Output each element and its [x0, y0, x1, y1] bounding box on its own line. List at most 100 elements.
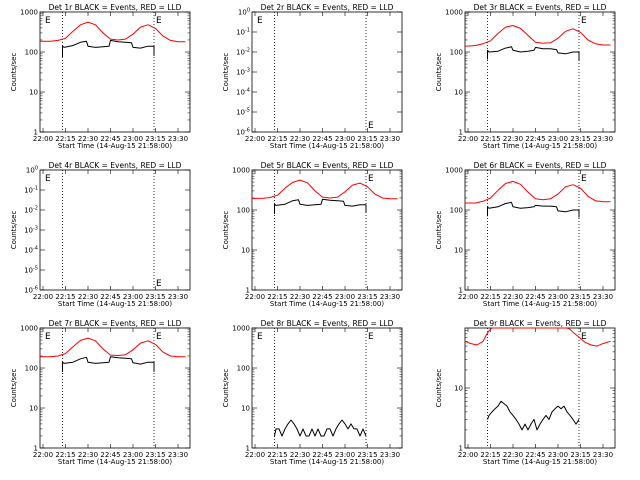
y-tick-label: 10 [454, 247, 463, 255]
x-tick-label: 23:30 [168, 293, 188, 301]
panel-title: Det 9r BLACK = Events, RED = LLD [474, 319, 607, 328]
x-tick-label: 23:00 [123, 293, 143, 301]
x-tick-label: 22:15 [55, 451, 75, 459]
y-tick-label: 1 [34, 129, 38, 137]
x-tick-label: 22:15 [480, 135, 500, 143]
y-tick-label: 10-4 [236, 88, 250, 97]
x-tick-label: 23:30 [593, 293, 613, 301]
y-tick-label: 100 [26, 166, 38, 175]
x-tick-label: 22:30 [78, 293, 98, 301]
events-series-line [62, 39, 155, 57]
x-tick-label: 22:30 [290, 293, 310, 301]
y-tick-label: 10 [454, 385, 463, 393]
y-tick-label: 10-2 [24, 206, 38, 215]
x-tick-label: 22:30 [290, 451, 310, 459]
x-tick-label: 23:30 [168, 451, 188, 459]
x-axis-label: Start Time (14-Aug-15 21:58:00) [483, 458, 597, 466]
x-tick-label: 23:30 [168, 135, 188, 143]
y-tick-label: 1 [246, 287, 250, 295]
x-tick-label: 22:15 [267, 135, 287, 143]
x-tick-label: 22:00 [245, 293, 265, 301]
e-marker: E [368, 174, 374, 184]
y-tick-label: 10 [29, 405, 38, 413]
y-tick-label: 10-1 [236, 28, 250, 37]
events-series-line [62, 356, 155, 372]
lld-series-line [252, 179, 398, 200]
x-axis-label: Start Time (14-Aug-15 21:58:00) [270, 300, 384, 308]
y-tick-label: 10 [241, 247, 250, 255]
x-tick-label: 22:00 [245, 135, 265, 143]
x-tick-label: 23:30 [380, 293, 400, 301]
x-tick-label: 23:15 [570, 451, 590, 459]
x-tick-label: 22:45 [100, 293, 120, 301]
x-tick-label: 23:30 [380, 451, 400, 459]
x-tick-label: 23:00 [548, 293, 568, 301]
x-tick-label: 22:15 [480, 293, 500, 301]
y-axis-label: Counts/sec [222, 211, 230, 250]
x-tick-label: 22:45 [100, 451, 120, 459]
e-marker: E [581, 332, 587, 342]
e-marker: E [257, 332, 263, 342]
lld-series-line [465, 180, 611, 204]
x-tick-label: 23:30 [593, 135, 613, 143]
events-series-line [487, 201, 580, 218]
plot-frame [39, 327, 191, 449]
y-tick-label: 1 [34, 445, 38, 453]
panel-title: Det 7r BLACK = Events, RED = LLD [49, 319, 182, 328]
y-axis-label: Counts/sec [435, 53, 443, 92]
e-marker: E [156, 279, 162, 289]
lld-series-line [40, 337, 186, 358]
panel-title: Det 6r BLACK = Events, RED = LLD [474, 161, 607, 170]
y-tick-label: 1000 [232, 325, 250, 333]
y-tick-label: 10-3 [236, 68, 250, 77]
plot-frame [39, 11, 191, 133]
events-series-line [274, 419, 367, 437]
x-tick-label: 22:00 [245, 451, 265, 459]
y-tick-label: 10 [241, 405, 250, 413]
x-tick-label: 22:45 [525, 451, 545, 459]
x-tick-label: 22:45 [100, 135, 120, 143]
x-tick-label: 22:00 [33, 451, 53, 459]
x-tick-label: 23:15 [570, 293, 590, 301]
x-tick-label: 22:00 [33, 293, 53, 301]
x-axis-label: Start Time (14-Aug-15 21:58:00) [483, 300, 597, 308]
x-tick-label: 23:30 [380, 135, 400, 143]
x-tick-label: 22:45 [312, 135, 332, 143]
x-axis-label: Start Time (14-Aug-15 21:58:00) [270, 458, 384, 466]
events-series-line [274, 198, 367, 214]
x-tick-label: 22:30 [503, 135, 523, 143]
y-axis-label: Counts/sec [10, 369, 18, 408]
e-marker: E [156, 332, 162, 342]
x-tick-label: 22:15 [267, 293, 287, 301]
y-tick-label: 1000 [232, 167, 250, 175]
e-marker: E [45, 16, 51, 26]
x-tick-label: 22:00 [458, 293, 478, 301]
y-tick-label: 10-4 [24, 246, 38, 255]
e-marker: E [257, 16, 263, 26]
x-tick-label: 23:00 [335, 451, 355, 459]
e-marker: E [45, 174, 51, 184]
x-tick-label: 22:15 [55, 135, 75, 143]
x-tick-label: 22:00 [458, 135, 478, 143]
panel-title: Det 5r BLACK = Events, RED = LLD [261, 161, 394, 170]
x-tick-label: 23:30 [593, 451, 613, 459]
e-marker: E [581, 174, 587, 184]
x-tick-label: 22:00 [458, 451, 478, 459]
y-tick-label: 100 [237, 207, 250, 215]
y-tick-label: 10 [454, 89, 463, 97]
x-tick-label: 23:15 [357, 451, 377, 459]
y-tick-label: 1000 [445, 9, 463, 17]
detector-panel-8: Det 8r BLACK = Events, RED = LLD 22:00 22:… [222, 319, 403, 466]
events-series-line [487, 400, 580, 431]
x-axis-label: Start Time (14-Aug-15 21:58:00) [58, 458, 172, 466]
panel-title: Det 8r BLACK = Events, RED = LLD [261, 319, 394, 328]
x-tick-label: 22:45 [525, 135, 545, 143]
panel-title: Det 2r BLACK = Events, RED = LLD [261, 3, 394, 12]
x-tick-label: 22:30 [78, 135, 98, 143]
events-series-line [487, 46, 580, 61]
y-tick-label: 100 [25, 49, 38, 57]
x-tick-label: 23:00 [335, 293, 355, 301]
